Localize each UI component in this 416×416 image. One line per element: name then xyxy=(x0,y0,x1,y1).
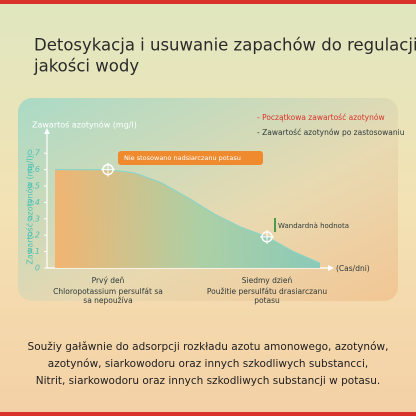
x-tick-label: Prvý deň xyxy=(92,276,125,285)
footer-line: Soužiy gałǎwnie do adsorpcji rozkładu az… xyxy=(28,341,389,353)
plot: 0 0.1 0.2 0.3 0.4 0.5 0.6 0.7 Prvý deň Chloropota… xyxy=(27,128,334,305)
y-axis-arrow xyxy=(44,128,50,134)
annotation: Nie stosowano nadsiarczanu potasu xyxy=(124,154,241,162)
x-tick-note: Použitie persulfátu drasiarczanu xyxy=(207,287,328,296)
y-tick-label: 0.5 xyxy=(27,182,40,191)
y-tick-label: 0.7 xyxy=(27,149,41,158)
x-tick-note: sa nepoužíva xyxy=(83,296,132,305)
x-axis-label: (Cas/dni) xyxy=(336,264,370,273)
legend-entry: - Początkowa zawartość azotynów xyxy=(257,113,385,122)
x-tick-note: Chloropotassium persulfát sa xyxy=(53,287,163,296)
y-tick-label: 0.2 xyxy=(27,231,40,240)
annotation-box xyxy=(118,151,263,165)
area-line xyxy=(55,169,321,264)
y-tick-label: 0.1 xyxy=(27,247,40,256)
standard-marker-bar xyxy=(274,218,276,232)
x-tick-note: potasu xyxy=(254,296,280,305)
title-line: jakości wody xyxy=(33,57,139,76)
data-point-cross xyxy=(101,162,115,177)
x-axis-arrow xyxy=(328,265,334,271)
footer-line: azotynów, siarkowodoru oraz innych szkod… xyxy=(48,358,368,370)
title-line: Detosykacja i usuwanie zapachów do regul… xyxy=(34,36,416,55)
y-tick-label: 0.4 xyxy=(27,198,40,207)
y-tick-label: 0 xyxy=(35,264,40,273)
y-axis-label: Zawartość azotynów (mg/l) xyxy=(25,155,35,264)
y-tick-label: 0.3 xyxy=(27,214,40,223)
footer-line: Nitrit, siarkowodoru oraz innych szkodli… xyxy=(36,375,380,387)
area xyxy=(55,169,320,268)
annotation: Wandardnà hodnota xyxy=(278,222,349,230)
top-border xyxy=(0,0,416,4)
y-tick-label: 0.6 xyxy=(27,165,40,174)
bottom-border xyxy=(0,412,416,416)
data-point-cross xyxy=(260,229,274,244)
top-axis-label: Zawartoś azotynów (mg/l) xyxy=(32,120,137,130)
legend-entry: - Zawartość azotynów po zastosowaniu xyxy=(257,128,405,137)
x-tick-label: Siedmy dzień xyxy=(242,276,293,285)
